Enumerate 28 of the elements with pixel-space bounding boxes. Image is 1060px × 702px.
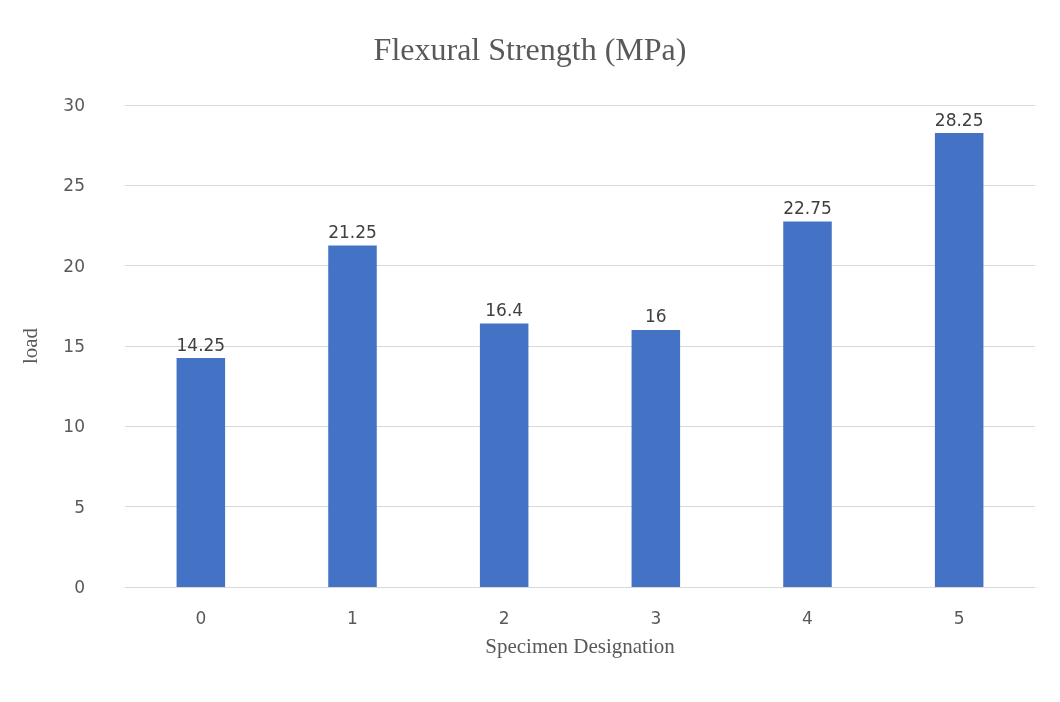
x-tick-label: 4 (802, 607, 813, 628)
x-tick-label: 5 (953, 607, 965, 628)
bar (631, 329, 681, 587)
y-tick-label: 15 (63, 336, 85, 356)
x-tick-label: 3 (650, 607, 662, 628)
y-tick-label: 10 (63, 416, 85, 437)
bar (328, 245, 377, 587)
y-tick-label: 25 (63, 175, 85, 196)
chart-title: Flexural Strength (MPa) (373, 31, 687, 67)
bar (479, 323, 529, 587)
data-label: 28.25 (934, 109, 984, 130)
bar (176, 358, 226, 587)
y-tick-label: 30 (63, 95, 85, 115)
x-tick-label: 2 (498, 607, 510, 628)
x-tick-label: 1 (347, 607, 358, 628)
y-tick-label: 5 (74, 496, 85, 517)
x-axis-title: Specimen Designation (485, 633, 676, 658)
bar (934, 133, 984, 587)
y-tick-label: 20 (63, 255, 85, 276)
data-label: 21.25 (328, 222, 377, 243)
data-label: 16 (645, 306, 667, 327)
data-label: 16.4 (485, 300, 524, 321)
data-label: 14.25 (176, 334, 226, 355)
x-tick-label: 0 (195, 607, 207, 628)
y-axis-title: load (17, 327, 42, 365)
data-label: 22.75 (783, 197, 832, 218)
y-tick-label: 0 (74, 577, 85, 597)
bar (783, 221, 832, 587)
